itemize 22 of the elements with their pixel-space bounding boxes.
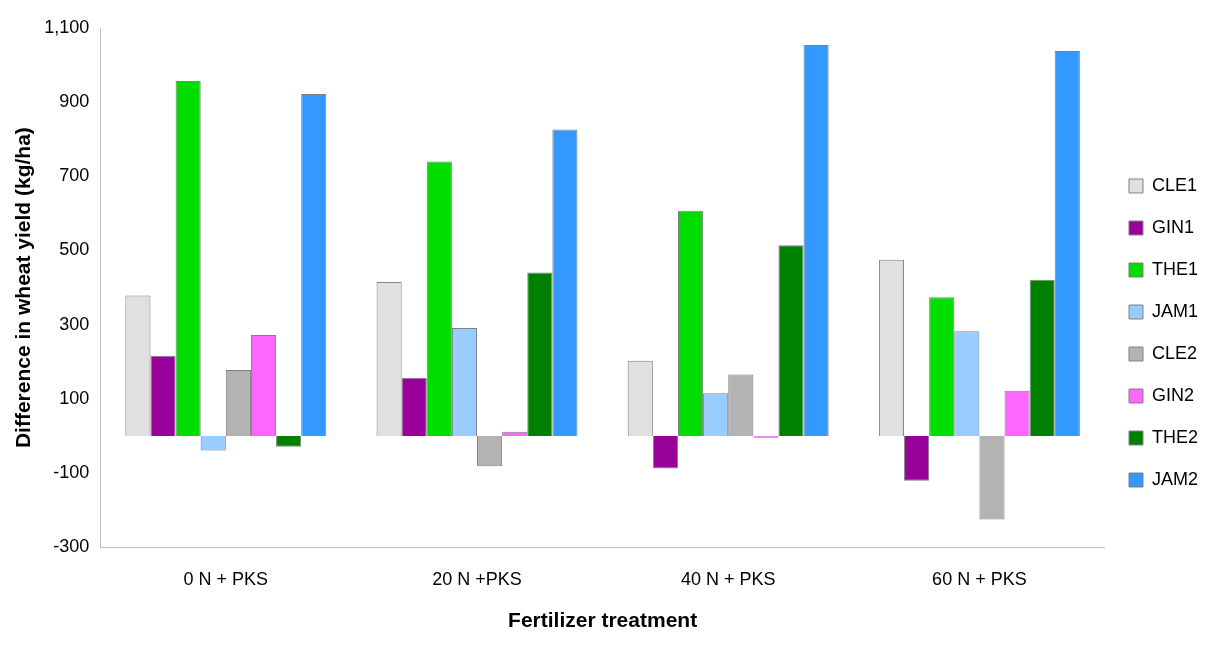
x-tick-label: 40 N + PKS <box>680 568 776 589</box>
legend-label: CLE1 <box>1151 174 1198 195</box>
y-tick-label: 100 <box>59 387 90 408</box>
x-tick-label: 60 N + PKS <box>932 568 1027 589</box>
legend-label: THE2 <box>1151 426 1198 447</box>
legend-label: JAM2 <box>1151 468 1198 489</box>
y-tick-label: -300 <box>53 536 90 557</box>
y-tick-label: 1,100 <box>44 16 90 37</box>
x-tick-label: 0 N + PKS <box>183 568 269 589</box>
x-axis-title: Fertilizer treatment <box>508 608 698 632</box>
y-tick-label: -100 <box>53 462 90 482</box>
legend-label: GIN1 <box>1151 216 1194 237</box>
legend-label: THE1 <box>1151 258 1198 279</box>
y-tick-label: 900 <box>59 91 90 112</box>
y-tick-label: 500 <box>59 239 90 260</box>
legend-label: JAM1 <box>1151 300 1198 321</box>
y-tick-label: 300 <box>59 313 90 334</box>
legend-label: GIN2 <box>1151 384 1194 405</box>
x-tick-label: 20 N +PKS <box>432 568 522 589</box>
y-axis-title: Difference in wheat yield (kg/ha) <box>11 127 35 449</box>
legend-label: CLE2 <box>1151 342 1198 363</box>
y-tick-label: 700 <box>59 165 90 186</box>
